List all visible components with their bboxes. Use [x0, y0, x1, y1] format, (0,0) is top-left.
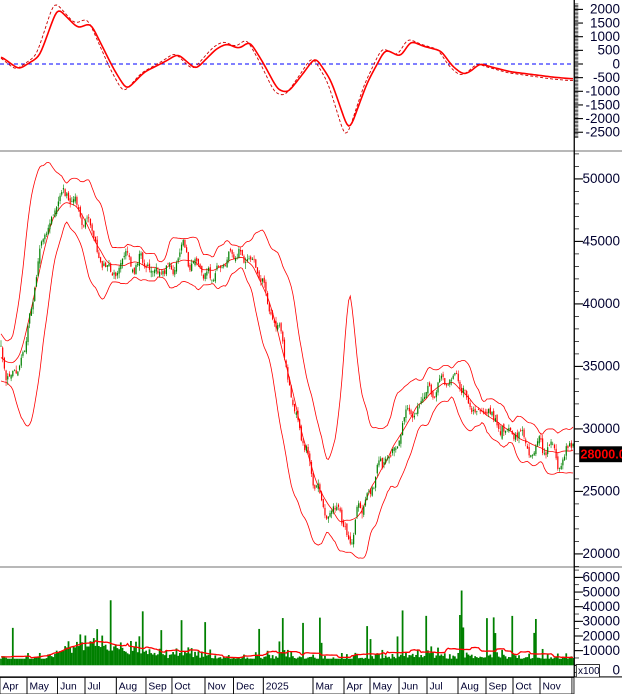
svg-text:2025: 2025 [266, 681, 289, 692]
svg-text:20000: 20000 [582, 546, 620, 561]
svg-text:Apr: Apr [347, 681, 364, 692]
svg-text:0: 0 [612, 663, 620, 678]
svg-text:60000: 60000 [582, 570, 620, 585]
svg-text:50000: 50000 [582, 584, 620, 599]
svg-text:Aug: Aug [119, 681, 138, 692]
svg-text:Jun: Jun [60, 681, 77, 692]
svg-text:Aug: Aug [461, 681, 480, 692]
svg-text:May: May [373, 681, 393, 692]
svg-text:-2500: -2500 [585, 125, 620, 140]
svg-text:Apr: Apr [3, 681, 20, 692]
svg-text:Oct: Oct [174, 681, 190, 692]
svg-text:Nov: Nov [543, 681, 562, 692]
svg-text:Sep: Sep [148, 681, 167, 692]
svg-text:40000: 40000 [582, 296, 620, 311]
svg-text:Dec: Dec [236, 681, 254, 692]
svg-text:25000: 25000 [582, 484, 620, 499]
svg-text:20000: 20000 [582, 628, 620, 643]
svg-text:Oct: Oct [516, 681, 532, 692]
svg-text:Mar: Mar [316, 681, 334, 692]
svg-text:Nov: Nov [208, 681, 227, 692]
svg-text:Jul: Jul [88, 681, 101, 692]
svg-text:35000: 35000 [582, 359, 620, 374]
svg-text:30000: 30000 [582, 421, 620, 436]
svg-text:Jun: Jun [402, 681, 419, 692]
svg-text:45000: 45000 [582, 234, 620, 249]
svg-text:Jul: Jul [430, 681, 443, 692]
svg-text:30000: 30000 [582, 614, 620, 629]
svg-text:May: May [30, 681, 50, 692]
svg-text:40000: 40000 [582, 599, 620, 614]
svg-text:Sep: Sep [489, 681, 508, 692]
svg-text:x100: x100 [578, 666, 600, 677]
svg-text:28000.00: 28000.00 [581, 448, 622, 462]
svg-text:50000: 50000 [582, 171, 620, 186]
svg-text:10000: 10000 [582, 643, 620, 658]
